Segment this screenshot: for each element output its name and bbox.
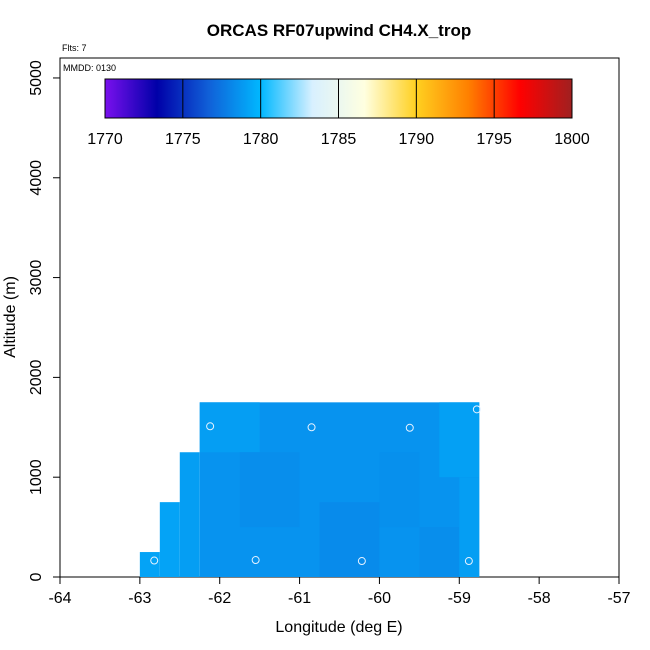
flight-point xyxy=(464,557,473,566)
y-axis-label: Altitude (m) xyxy=(2,276,19,358)
colorbar-tick-label: 1790 xyxy=(399,131,435,148)
colorbar-tick-label: 1800 xyxy=(554,131,590,148)
x-tick-label: -63 xyxy=(128,590,151,607)
y-tick-label: 1000 xyxy=(28,459,45,495)
colorbar-tick-label: 1770 xyxy=(87,131,123,148)
colorbar: 1770 1775 1780 1785 1790 1795 1800 xyxy=(87,78,590,148)
heatmap-cell xyxy=(379,452,420,528)
flight-point xyxy=(357,557,366,566)
heatmap-cell xyxy=(319,502,380,577)
flight-point xyxy=(150,556,159,565)
heatmap-cell xyxy=(179,452,200,577)
colorbar-tick-label: 1795 xyxy=(476,131,512,148)
x-axis: -64 -63 -62 -61 -60 -59 -58 -57 xyxy=(48,577,631,607)
heatmap-cell xyxy=(459,477,480,577)
heatmap-cell xyxy=(239,452,300,528)
x-tick-label: -57 xyxy=(607,590,630,607)
colorbar-tick-label: 1775 xyxy=(165,131,201,148)
y-tick-label: 3000 xyxy=(28,260,45,296)
y-tick-label: 0 xyxy=(28,572,45,581)
x-tick-label: -58 xyxy=(528,590,551,607)
colorbar-tick-label: 1780 xyxy=(243,131,279,148)
x-axis-label: Longitude (deg E) xyxy=(275,619,402,636)
heatmap-cell xyxy=(419,527,460,577)
flight-point xyxy=(307,423,316,432)
y-axis: 0 1000 2000 3000 4000 5000 xyxy=(28,60,60,581)
chart-title: ORCAS RF07upwind CH4.X_trop xyxy=(207,21,471,40)
colorbar-tick-label: 1785 xyxy=(321,131,357,148)
x-tick-label: -59 xyxy=(448,590,471,607)
heatmap-cells xyxy=(139,402,480,577)
x-tick-label: -62 xyxy=(208,590,231,607)
x-tick-label: -60 xyxy=(368,590,391,607)
flight-point xyxy=(206,422,215,431)
flight-point xyxy=(251,556,260,565)
heatmap-cell xyxy=(199,402,260,453)
heatmap-cell xyxy=(159,502,180,577)
y-tick-label: 5000 xyxy=(28,60,45,96)
heatmap-cell xyxy=(139,552,160,577)
heatmap-cell xyxy=(439,402,480,478)
flights-label: Flts: 7 xyxy=(62,43,87,53)
x-tick-label: -64 xyxy=(48,590,71,607)
flight-points xyxy=(150,405,481,566)
flight-point xyxy=(472,405,481,414)
x-tick-label: -61 xyxy=(288,590,311,607)
y-tick-label: 4000 xyxy=(28,160,45,196)
date-label: MMDD: 0130 xyxy=(63,63,116,73)
flight-point xyxy=(405,423,414,432)
y-tick-label: 2000 xyxy=(28,359,45,395)
